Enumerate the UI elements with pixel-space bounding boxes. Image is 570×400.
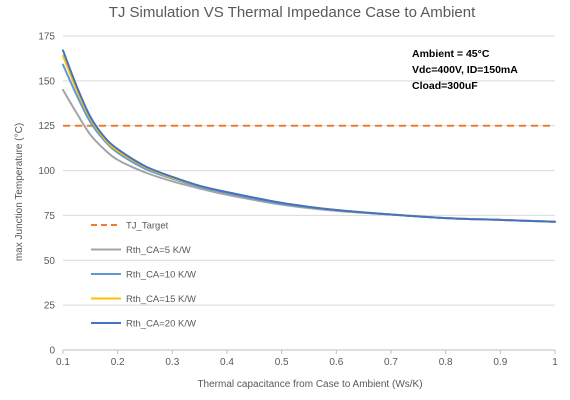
series-line-rth-ca-20-k-w bbox=[62, 49, 556, 223]
x-tick-label: 0.2 bbox=[111, 357, 125, 368]
x-tick-label: 0.5 bbox=[275, 357, 289, 368]
x-tick-label: 0.6 bbox=[329, 357, 343, 368]
x-tick-label: 1 bbox=[552, 357, 558, 368]
y-tick-label: 175 bbox=[38, 32, 55, 43]
series-line-rth-ca-10-k-w bbox=[62, 63, 556, 223]
legend-label-rth-ca-5-k-w: Rth_CA=5 K/W bbox=[126, 245, 191, 256]
legend-label-rth-ca-15-k-w: Rth_CA=15 K/W bbox=[126, 294, 196, 305]
x-tick-label: 0.9 bbox=[493, 357, 507, 368]
y-tick-label: 100 bbox=[38, 166, 55, 177]
y-axis-label: max Junction Temperature (°C) bbox=[14, 123, 25, 261]
x-tick-label: 0.7 bbox=[384, 357, 398, 368]
x-tick-label: 0.1 bbox=[56, 357, 70, 368]
legend-label-tj-target: TJ_Target bbox=[126, 221, 169, 232]
chart-title: TJ Simulation VS Thermal Impedance Case … bbox=[109, 4, 476, 21]
annotation-line: Vdc=400V, ID=150mA bbox=[412, 64, 518, 76]
legend-label-rth-ca-10-k-w: Rth_CA=10 K/W bbox=[126, 270, 196, 281]
y-tick-label: 0 bbox=[49, 346, 55, 357]
y-tick-label: 125 bbox=[38, 121, 55, 132]
series-lines bbox=[62, 49, 556, 223]
x-axis-label: Thermal capacitance from Case to Ambient… bbox=[197, 379, 422, 390]
x-tick-label: 0.4 bbox=[220, 357, 234, 368]
grid bbox=[63, 35, 555, 306]
series-line-rth-ca-5-k-w bbox=[62, 88, 556, 223]
y-tick-label: 150 bbox=[38, 76, 55, 87]
y-tick-label: 25 bbox=[44, 301, 56, 312]
x-tick-label: 0.3 bbox=[165, 357, 179, 368]
axes: 0 25 50 75 100 125 150 175 0.1 0.2 0.3 0.4 0.5 0.6 0.7… bbox=[38, 32, 558, 369]
legend: TJ_Target Rth_CA=5 K/W Rth_CA=10 K/W Rth_CA… bbox=[91, 221, 196, 330]
annotation-line: Cload=300uF bbox=[412, 80, 478, 92]
legend-label-rth-ca-20-k-w: Rth_CA=20 K/W bbox=[126, 319, 196, 330]
annotation-line: Ambient = 45°C bbox=[412, 48, 490, 60]
y-tick-label: 50 bbox=[44, 256, 56, 267]
annotation-box: Ambient = 45°C Vdc=400V, ID=150mA Cload=30… bbox=[412, 48, 518, 92]
y-tick-label: 75 bbox=[44, 211, 56, 222]
x-tick-label: 0.8 bbox=[439, 357, 453, 368]
